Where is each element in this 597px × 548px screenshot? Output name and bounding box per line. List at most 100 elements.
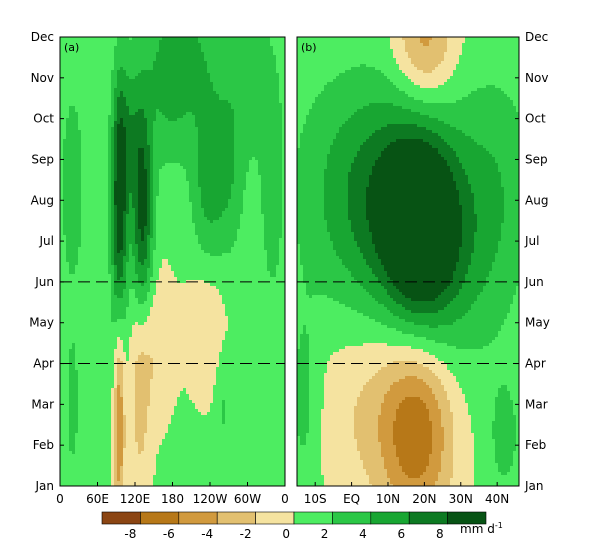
field-cell — [111, 268, 115, 272]
field-cell — [66, 427, 70, 431]
field-cell — [72, 328, 76, 332]
field-cell — [96, 343, 100, 347]
field-cell — [141, 76, 145, 80]
field-cell — [144, 433, 148, 437]
field-cell — [81, 70, 85, 74]
field-cell — [132, 247, 136, 251]
field-cell — [159, 64, 163, 68]
field-cell — [135, 148, 139, 152]
field-cell — [81, 196, 85, 200]
field-cell — [153, 166, 157, 170]
field-cell — [114, 241, 118, 245]
field-cell — [96, 421, 100, 425]
field-cell — [102, 406, 106, 410]
field-cell — [129, 454, 133, 458]
field-cell — [156, 397, 160, 401]
field-cell — [153, 367, 157, 371]
field-cell — [78, 307, 82, 311]
field-cell — [63, 145, 67, 149]
field-cell — [150, 142, 154, 146]
field-cell — [63, 337, 67, 341]
field-cell — [63, 220, 67, 224]
field-cell — [129, 439, 133, 443]
field-cell — [87, 187, 91, 191]
field-cell — [138, 328, 142, 332]
field-cell — [150, 202, 154, 206]
field-cell — [90, 469, 94, 473]
field-cell — [78, 229, 82, 233]
field-cell — [78, 301, 82, 305]
field-cell — [114, 454, 118, 458]
field-cell — [138, 370, 142, 374]
field-cell — [123, 418, 127, 422]
field-cell — [111, 97, 115, 101]
field-cell — [72, 337, 76, 341]
field-cell — [144, 241, 148, 245]
field-cell — [141, 445, 145, 449]
field-cell — [144, 76, 148, 80]
field-cell — [81, 316, 85, 320]
field-cell — [114, 373, 118, 377]
field-cell — [93, 172, 97, 176]
field-cell — [138, 202, 142, 206]
field-cell — [114, 379, 118, 383]
field-cell — [138, 241, 142, 245]
field-cell — [105, 256, 109, 260]
field-cell — [114, 226, 118, 230]
field-cell — [141, 91, 145, 95]
field-cell — [117, 403, 121, 407]
field-cell — [87, 274, 91, 278]
field-cell — [69, 124, 73, 128]
field-cell — [84, 211, 88, 215]
field-cell — [81, 292, 85, 296]
field-cell — [84, 37, 88, 41]
field-cell — [102, 442, 106, 446]
field-cell — [105, 40, 109, 44]
field-cell — [81, 55, 85, 59]
field-cell — [150, 301, 154, 305]
field-cell — [102, 289, 106, 293]
field-cell — [60, 82, 64, 86]
field-cell — [63, 70, 67, 74]
field-cell — [132, 253, 136, 257]
field-cell — [123, 235, 127, 239]
field-cell — [96, 283, 100, 287]
field-cell — [60, 415, 64, 419]
field-cell — [108, 364, 112, 368]
field-cell — [75, 79, 79, 83]
field-cell — [105, 199, 109, 203]
field-cell — [87, 412, 91, 416]
field-cell — [72, 61, 76, 65]
field-cell — [111, 475, 115, 479]
field-cell — [102, 193, 106, 197]
field-cell — [108, 283, 112, 287]
field-cell — [87, 355, 91, 359]
field-cell — [87, 157, 91, 161]
field-cell — [93, 445, 97, 449]
field-cell — [159, 136, 163, 140]
field-cell — [108, 472, 112, 476]
field-cell — [105, 274, 109, 278]
field-cell — [84, 142, 88, 146]
field-cell — [150, 82, 154, 86]
field-cell — [159, 157, 163, 161]
field-cell — [78, 142, 82, 146]
field-cell — [84, 109, 88, 113]
field-cell — [105, 310, 109, 314]
field-cell — [129, 469, 133, 473]
field-cell — [144, 139, 148, 143]
field-cell — [99, 418, 103, 422]
field-cell — [138, 403, 142, 407]
field-cell — [114, 442, 118, 446]
field-cell — [132, 406, 136, 410]
field-cell — [108, 463, 112, 467]
field-cell — [105, 355, 109, 359]
field-cell — [132, 37, 136, 41]
field-cell — [87, 424, 91, 428]
field-cell — [78, 253, 82, 257]
field-cell — [129, 322, 133, 326]
field-cell — [90, 166, 94, 170]
field-cell — [132, 337, 136, 341]
field-cell — [153, 286, 157, 290]
field-cell — [126, 241, 130, 245]
